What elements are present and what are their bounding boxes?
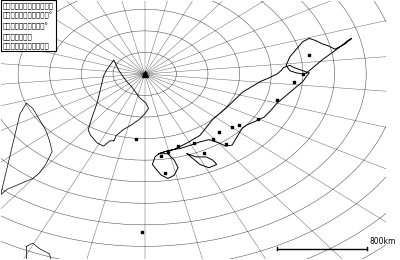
Point [274, 98, 280, 102]
Point [165, 150, 171, 154]
Text: 発生時刻：１０時３５分頃
北緯　　：　　４１．２°
東経　　：１２９．２°
深さ　　：不明
マグニチュード：４．９: 発生時刻：１０時３５分頃 北緯 ： ４１．２° 東経 ：１２９．２° 深さ ：不… [3, 2, 54, 49]
Point [132, 136, 139, 141]
Point [139, 230, 145, 235]
Point [216, 130, 222, 134]
Point [175, 144, 181, 148]
Point [158, 154, 164, 158]
Point [235, 122, 242, 127]
Point [190, 141, 197, 145]
Point [201, 151, 207, 155]
Point [210, 136, 216, 141]
Text: 800km: 800km [370, 237, 396, 246]
Point [222, 142, 229, 146]
Point [255, 117, 261, 121]
Point [162, 171, 168, 175]
Point [306, 53, 312, 57]
Point [229, 125, 235, 129]
Point [291, 80, 297, 84]
Point [300, 72, 306, 76]
